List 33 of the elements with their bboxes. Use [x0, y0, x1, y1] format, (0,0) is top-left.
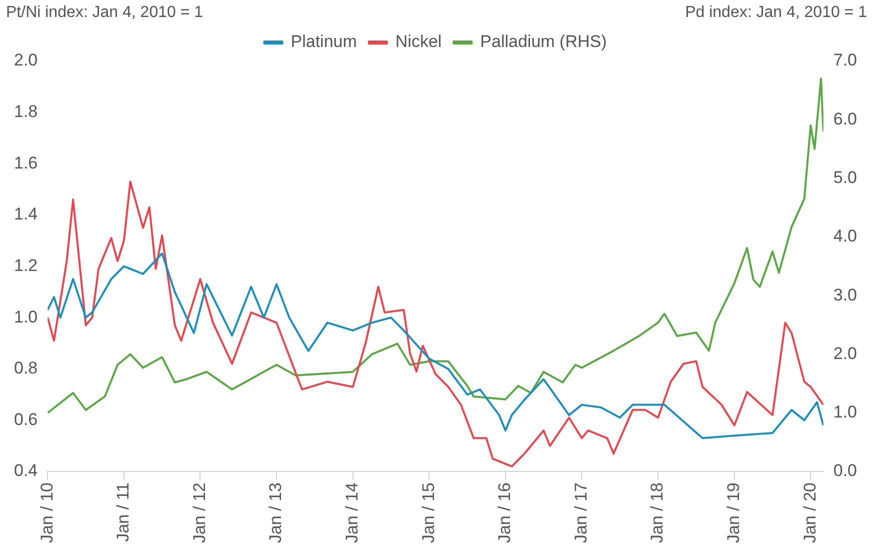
y2-tick-label: 2.0 [833, 344, 858, 363]
y2-tick-label: 1.0 [833, 402, 858, 422]
legend-label: Nickel [395, 32, 442, 52]
x-tick-label: Jan / 20 [800, 482, 820, 544]
x-tick-label: Jan / 13 [266, 482, 286, 544]
x-tick-label: Jan / 15 [418, 482, 438, 544]
y2-tick-label: 4.0 [833, 226, 858, 246]
legend-label: Palladium (RHS) [480, 32, 607, 52]
y-tick-label: 1.4 [14, 204, 38, 224]
y-tick-label: 2.0 [14, 50, 38, 70]
y2-tick-label: 5.0 [833, 168, 858, 187]
y2-tick-label: 3.0 [833, 285, 858, 304]
y-axis-title: Pt/Ni index: Jan 4, 2010 = 1 [6, 4, 204, 22]
x-tick-label: Jan / 11 [114, 482, 133, 542]
x-tick-label: Jan / 19 [724, 482, 744, 544]
x-tick-label: Jan / 10 [37, 482, 56, 544]
y2-tick-label: 7.0 [833, 50, 858, 70]
y2-tick-label: 6.0 [833, 109, 858, 128]
y2-tick-label: 0.0 [833, 461, 858, 480]
y2-axis-title: Pd index: Jan 4, 2010 = 1 [685, 4, 867, 22]
y-tick-label: 1.0 [14, 307, 38, 326]
x-tick-label: Jan / 12 [190, 482, 209, 544]
x-tick-label: Jan / 17 [571, 482, 590, 544]
legend-label: Platinum [290, 32, 357, 52]
y-tick-label: 0.6 [14, 410, 38, 429]
y-tick-label: 1.2 [14, 256, 38, 275]
y-tick-label: 1.8 [14, 102, 38, 121]
x-tick-label: Jan / 14 [342, 482, 362, 544]
y-tick-label: 0.8 [14, 358, 38, 378]
x-tick-label: Jan / 18 [648, 482, 667, 544]
y-tick-label: 0.4 [14, 461, 38, 480]
x-tick-label: Jan / 16 [495, 482, 514, 544]
y-tick-label: 1.6 [14, 153, 38, 172]
